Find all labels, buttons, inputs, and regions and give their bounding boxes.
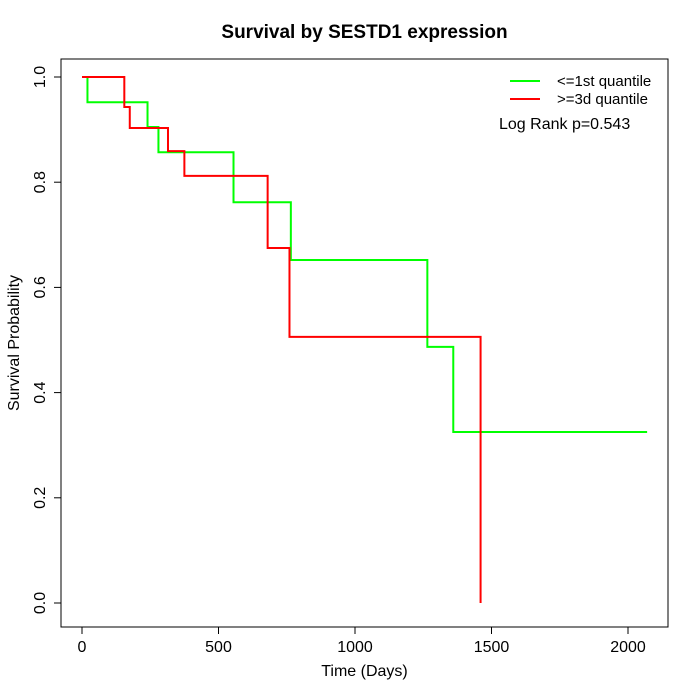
y-tick-label: 0.0	[32, 592, 49, 614]
legend-label: <=1st quantile	[557, 72, 652, 90]
x-tick-label: 0	[78, 639, 87, 656]
y-tick-label: 0.6	[32, 276, 49, 298]
x-tick-label: 500	[205, 639, 232, 656]
log-rank-pvalue: Log Rank p=0.543	[499, 116, 631, 133]
x-tick-label: 2000	[610, 639, 646, 656]
legend-item-3d-quantile: >=3d quantile	[510, 90, 648, 108]
y-tick-label: 0.4	[32, 381, 49, 403]
y-axis-title: Survival Probability	[6, 274, 23, 412]
x-tick-label: 1500	[474, 639, 510, 656]
y-tick-label: 0.8	[32, 171, 49, 193]
survival-curve-1	[82, 76, 482, 603]
chart-title: Survival by SESTD1 expression	[221, 22, 508, 43]
legend-line-swatch-green	[510, 80, 540, 82]
plot-box	[60, 58, 669, 628]
y-tick-label: 1.0	[32, 66, 49, 88]
x-tick-label: 1000	[337, 639, 373, 656]
legend-label: >=3d quantile	[557, 90, 648, 108]
survival-curve-0	[82, 76, 648, 434]
legend-item-1st-quantile: <=1st quantile	[510, 72, 652, 90]
x-axis-title: Time (Days)	[321, 663, 408, 680]
y-tick-label: 0.2	[32, 487, 49, 509]
legend-line-swatch-red	[510, 98, 540, 100]
